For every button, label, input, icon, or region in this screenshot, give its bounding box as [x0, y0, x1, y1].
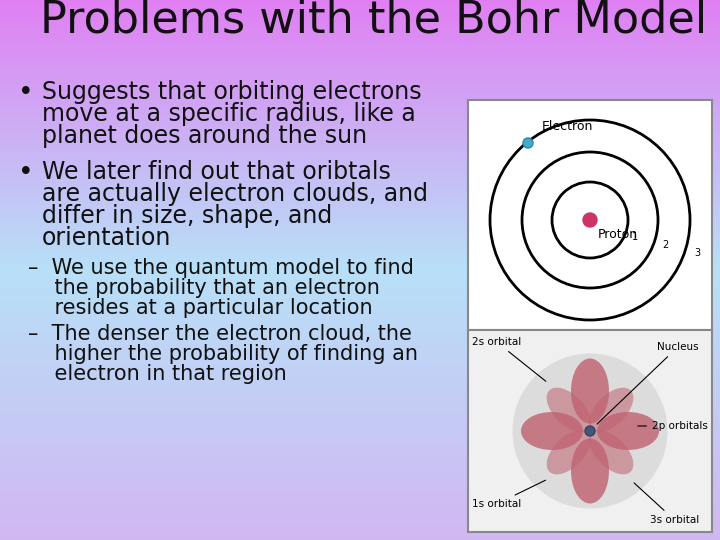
- Bar: [468, 100, 712, 330]
- Text: planet does around the sun: planet does around the sun: [42, 124, 367, 148]
- Text: 2: 2: [662, 240, 668, 250]
- Text: –  The denser the electron cloud, the: – The denser the electron cloud, the: [28, 324, 412, 344]
- Bar: [468, 330, 712, 532]
- Text: Nucleus: Nucleus: [597, 342, 698, 424]
- Text: 1: 1: [632, 232, 638, 242]
- Text: 2s orbital: 2s orbital: [472, 337, 546, 381]
- Bar: [0, 0, 720, 50]
- Text: 3s orbital: 3s orbital: [634, 483, 699, 525]
- Ellipse shape: [571, 438, 609, 503]
- Text: Electron: Electron: [542, 120, 593, 133]
- Text: the probability that an electron: the probability that an electron: [28, 278, 380, 298]
- Text: Proton: Proton: [598, 228, 638, 241]
- Text: Suggests that orbiting electrons: Suggests that orbiting electrons: [42, 80, 422, 104]
- Text: 1s orbital: 1s orbital: [472, 480, 546, 509]
- Text: electron in that region: electron in that region: [28, 364, 287, 384]
- Ellipse shape: [521, 412, 583, 450]
- Text: orientation: orientation: [42, 226, 171, 250]
- Text: move at a specific radius, like a: move at a specific radius, like a: [42, 102, 415, 126]
- Circle shape: [523, 138, 533, 148]
- Ellipse shape: [546, 388, 591, 432]
- Circle shape: [585, 426, 595, 436]
- Ellipse shape: [571, 359, 609, 423]
- Text: 2p orbitals: 2p orbitals: [638, 421, 708, 431]
- Text: •: •: [18, 80, 34, 106]
- Text: •: •: [18, 160, 34, 186]
- Text: differ in size, shape, and: differ in size, shape, and: [42, 204, 332, 228]
- Text: We later find out that oribtals: We later find out that oribtals: [42, 160, 391, 184]
- Ellipse shape: [597, 412, 659, 450]
- Text: –  We use the quantum model to find: – We use the quantum model to find: [28, 258, 414, 278]
- Text: higher the probability of finding an: higher the probability of finding an: [28, 344, 418, 364]
- Text: 3: 3: [694, 248, 700, 258]
- Ellipse shape: [589, 388, 634, 432]
- Text: Problems with the Bohr Model: Problems with the Bohr Model: [40, 0, 707, 42]
- Text: resides at a particular location: resides at a particular location: [28, 298, 373, 318]
- Text: are actually electron clouds, and: are actually electron clouds, and: [42, 182, 428, 206]
- Circle shape: [583, 213, 597, 227]
- Ellipse shape: [589, 430, 634, 474]
- Ellipse shape: [546, 430, 591, 474]
- Ellipse shape: [513, 354, 667, 509]
